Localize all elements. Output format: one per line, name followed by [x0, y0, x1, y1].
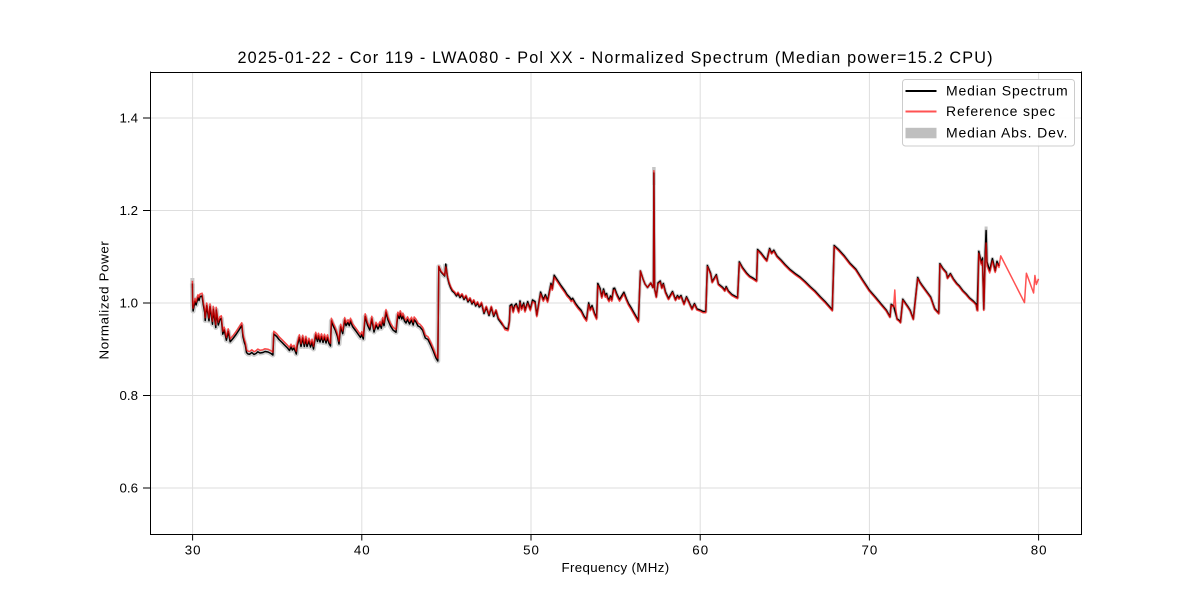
svg-text:1.2: 1.2 [120, 203, 139, 218]
svg-text:0.6: 0.6 [120, 481, 139, 496]
svg-text:Normalized Power: Normalized Power [97, 240, 112, 359]
svg-text:Reference spec: Reference spec [946, 103, 1056, 119]
svg-text:50: 50 [523, 543, 540, 558]
svg-text:1.0: 1.0 [120, 296, 139, 311]
svg-text:Median Spectrum: Median Spectrum [946, 83, 1068, 99]
svg-text:60: 60 [692, 543, 709, 558]
svg-text:1.4: 1.4 [120, 111, 139, 126]
svg-text:Frequency (MHz): Frequency (MHz) [562, 560, 670, 575]
svg-text:30: 30 [185, 543, 202, 558]
svg-text:70: 70 [862, 543, 879, 558]
svg-text:2025-01-22 - Cor 119 - LWA080: 2025-01-22 - Cor 119 - LWA080 - Pol XX -… [238, 49, 993, 67]
svg-text:40: 40 [354, 543, 371, 558]
svg-text:Median Abs. Dev.: Median Abs. Dev. [946, 125, 1068, 141]
svg-text:0.8: 0.8 [120, 388, 139, 403]
svg-text:80: 80 [1031, 543, 1048, 558]
